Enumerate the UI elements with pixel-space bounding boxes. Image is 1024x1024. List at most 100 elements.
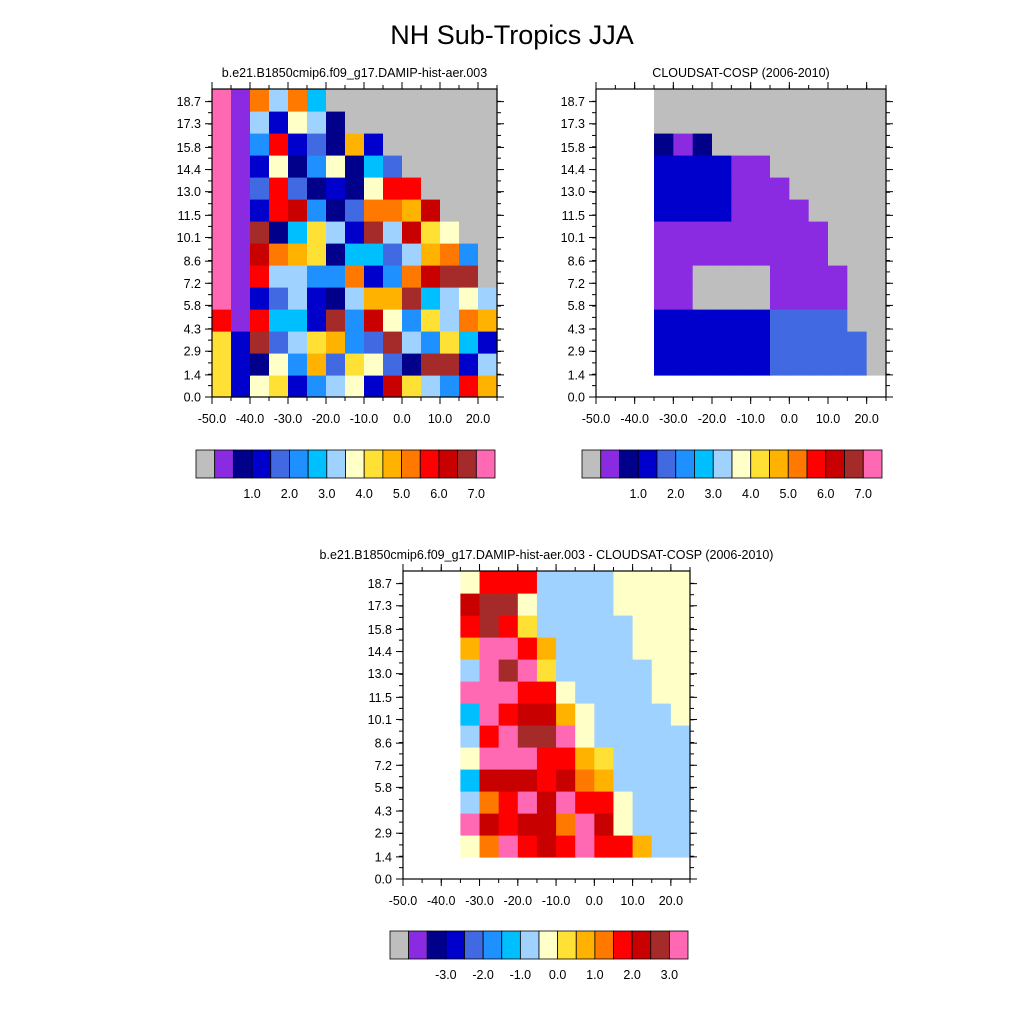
heatmap-cell <box>770 287 790 310</box>
heatmap-cell <box>594 681 615 704</box>
heatmap-cell <box>517 571 538 594</box>
heatmap-cell <box>269 331 289 354</box>
heatmap-cell <box>613 747 634 770</box>
heatmap-cell <box>364 265 384 288</box>
x-tick-label: -40.0 <box>236 412 265 426</box>
heatmap-cell <box>808 89 829 112</box>
heatmap-cell <box>326 287 346 310</box>
heatmap-cell <box>345 199 365 222</box>
obs-colorbar: 1.0 2.0 3.0 4.0 5.0 6.0 7.0 <box>581 449 883 501</box>
heatmap-cell <box>460 571 481 594</box>
heatmap-cell <box>654 287 674 310</box>
heatmap-cell <box>750 177 771 200</box>
heatmap-cell <box>440 331 460 354</box>
diff-colorbar: -3.0 -2.0 -1.0 0.0 1.0 2.0 3.0 <box>389 930 689 982</box>
heatmap-cell <box>692 155 713 178</box>
heatmap-cell <box>866 221 887 244</box>
heatmap-cell <box>307 221 327 244</box>
y-tick-label: 2.9 <box>568 345 585 359</box>
heatmap-cell <box>731 177 752 200</box>
x-tick-label: 20.0 <box>659 894 683 908</box>
y-tick-label: 13.0 <box>177 185 201 199</box>
heatmap-cell <box>517 615 538 638</box>
heatmap-cell <box>421 331 441 354</box>
colorbar-box <box>382 449 402 479</box>
heatmap-cell <box>402 243 422 266</box>
heatmap-cell <box>402 331 422 354</box>
heatmap-cell <box>421 353 441 376</box>
heatmap-cell <box>459 265 479 288</box>
heatmap-cell <box>651 637 672 660</box>
heatmap-cell <box>212 155 232 178</box>
heatmap-cell <box>632 703 653 726</box>
heatmap-cell <box>556 659 576 682</box>
heatmap-cell <box>632 593 653 616</box>
y-tick-label: 17.3 <box>177 117 201 131</box>
heatmap-cell <box>269 265 289 288</box>
colorbar-label: 3.0 <box>318 487 335 501</box>
heatmap-cell <box>575 791 595 814</box>
heatmap-cell <box>651 703 672 726</box>
heatmap-cell <box>421 111 441 134</box>
heatmap-cell <box>673 331 694 354</box>
heatmap-cell <box>383 331 403 354</box>
heatmap-cell <box>459 177 479 200</box>
heatmap-cell <box>632 747 653 770</box>
heatmap-cell <box>789 89 810 112</box>
heatmap-cell <box>651 725 672 748</box>
y-tick-label: 0.0 <box>184 391 201 405</box>
model-colorbar: 1.0 2.0 3.0 4.0 5.0 6.0 7.0 <box>195 449 496 501</box>
colorbar-label: 3.0 <box>705 487 722 501</box>
x-tick-label: -30.0 <box>465 894 494 908</box>
heatmap-cell <box>808 265 829 288</box>
x-tick-label: 0.0 <box>393 412 410 426</box>
heatmap-cell <box>692 111 713 134</box>
heatmap-cell <box>269 111 289 134</box>
y-tick-label: 1.4 <box>568 368 585 382</box>
heatmap-cell <box>750 155 771 178</box>
heatmap-cell <box>383 265 403 288</box>
heatmap-cell <box>866 309 887 332</box>
colorbar-box <box>538 930 559 960</box>
heatmap-cell <box>594 747 615 770</box>
heatmap-cell <box>613 791 634 814</box>
heatmap-cell <box>594 769 615 792</box>
heatmap-cell <box>673 221 694 244</box>
colorbar-box <box>289 449 309 479</box>
x-tick-label: 20.0 <box>466 412 490 426</box>
colorbar-box <box>668 930 689 960</box>
heatmap-cell <box>654 243 674 266</box>
x-tick-label: -40.0 <box>620 412 649 426</box>
y-tick-label: 17.3 <box>368 599 392 613</box>
heatmap-cell <box>479 813 500 836</box>
heatmap-cell <box>692 133 713 156</box>
heatmap-cell <box>866 111 887 134</box>
heatmap-cell <box>212 287 232 310</box>
heatmap-cell <box>651 659 672 682</box>
heatmap-cell <box>632 681 653 704</box>
heatmap-cell <box>692 177 713 200</box>
heatmap-cell <box>654 89 674 112</box>
heatmap-cell <box>345 133 365 156</box>
y-tick-label: 5.8 <box>184 299 201 313</box>
heatmap-cell <box>288 265 308 288</box>
heatmap-cell <box>651 615 672 638</box>
y-tick-label: 13.0 <box>368 667 392 681</box>
x-tick-label: 20.0 <box>854 412 878 426</box>
heatmap-cell <box>231 243 251 266</box>
heatmap-cell <box>479 725 500 748</box>
heatmap-cell <box>269 309 289 332</box>
y-tick-label: 15.8 <box>177 141 201 155</box>
heatmap-cell <box>498 703 519 726</box>
heatmap-cell <box>383 199 403 222</box>
heatmap-cell <box>770 243 790 266</box>
heatmap-cell <box>231 199 251 222</box>
heatmap-cell <box>556 769 576 792</box>
y-tick-label: 5.8 <box>375 781 392 795</box>
heatmap-cell <box>440 265 460 288</box>
heatmap-cell <box>770 331 790 354</box>
heatmap-cell <box>692 243 713 266</box>
heatmap-cell <box>575 681 595 704</box>
colorbar-label: 4.0 <box>742 487 759 501</box>
